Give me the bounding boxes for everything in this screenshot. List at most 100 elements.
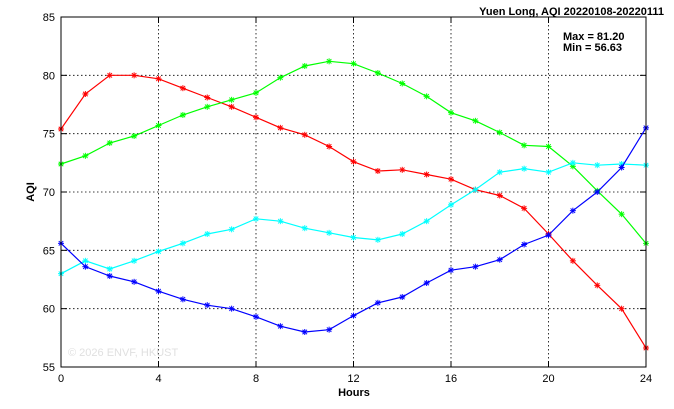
data-point (374, 236, 381, 243)
x-tick-label: 16 (445, 373, 457, 385)
data-point (399, 166, 406, 173)
data-point (350, 158, 357, 165)
data-point (448, 201, 454, 208)
chart-title: Yuen Long, AQI 20220108-20220111 (479, 6, 664, 18)
data-point (301, 329, 308, 335)
data-point (131, 257, 138, 264)
data-point (350, 60, 357, 67)
min-label: Min = 56.63 (563, 42, 622, 54)
tick-labels: 0 4 8 12 16 20 24 55 60 65 70 75 80 85 (43, 12, 652, 385)
data-point (179, 85, 186, 92)
x-tick-label: 8 (253, 373, 259, 385)
data-point (106, 140, 113, 146)
data-point (374, 299, 381, 306)
data-point (204, 103, 211, 110)
data-point (228, 96, 235, 103)
data-point (131, 72, 138, 79)
y-tick-label: 65 (43, 245, 55, 257)
data-point (131, 278, 138, 285)
data-point (448, 109, 454, 116)
data-point (521, 165, 528, 172)
data-point (82, 257, 89, 264)
data-point (82, 152, 89, 159)
data-point (594, 189, 601, 195)
data-point (448, 267, 454, 274)
data-point (569, 257, 576, 264)
data-point (399, 294, 406, 300)
x-tick-label: 12 (347, 373, 359, 385)
x-axis-label: Hours (338, 387, 370, 399)
data-point (326, 229, 333, 236)
data-point (277, 74, 284, 81)
series-3 (58, 159, 649, 277)
data-point (472, 263, 479, 270)
data-point (228, 305, 235, 312)
x-tick-label: 20 (542, 373, 554, 385)
data-point (326, 326, 333, 333)
data-point (472, 117, 479, 124)
x-tick-label: 4 (155, 373, 161, 385)
data-point (545, 169, 552, 176)
plot-frame (60, 16, 647, 368)
data-point (423, 218, 430, 225)
data-point (350, 312, 357, 319)
data-point (106, 266, 113, 272)
data-point (618, 211, 625, 218)
data-point (374, 70, 381, 76)
data-point (155, 288, 162, 295)
data-point (521, 205, 528, 212)
data-point (326, 143, 333, 150)
data-point (301, 225, 308, 232)
axis-ticks (60, 16, 647, 368)
data-point (82, 263, 89, 270)
data-point (204, 94, 211, 101)
data-point (155, 248, 162, 255)
data-point (253, 313, 259, 320)
data-point (350, 234, 357, 241)
data-point (106, 273, 113, 279)
data-point (253, 215, 259, 222)
data-point (179, 112, 186, 118)
data-point (521, 142, 528, 149)
data-point (618, 164, 625, 171)
data-point (155, 75, 162, 82)
data-point (399, 80, 406, 87)
data-point (423, 171, 430, 178)
data-point (545, 143, 552, 150)
y-axis-label: AQI (25, 182, 37, 202)
data-point (594, 282, 601, 289)
data-point (594, 162, 601, 169)
data-point (204, 302, 211, 309)
data-point (253, 114, 259, 121)
data-point (179, 240, 186, 247)
data-point (301, 63, 308, 69)
data-point (569, 207, 576, 214)
data-point (618, 305, 625, 312)
data-point (277, 323, 284, 330)
data-point (301, 131, 308, 138)
data-point (423, 93, 430, 100)
x-tick-label: 24 (640, 373, 652, 385)
data-point (277, 124, 284, 131)
x-tick-label: 0 (58, 373, 64, 385)
data-point (521, 241, 528, 248)
data-point (472, 186, 479, 193)
data-point (496, 129, 503, 136)
data-point (131, 133, 138, 139)
data-point (204, 231, 211, 237)
data-point (545, 232, 552, 239)
data-point (326, 58, 333, 65)
data-point (448, 176, 454, 183)
data-point (399, 231, 406, 237)
data-point (82, 91, 89, 97)
data-point (374, 168, 381, 174)
data-point (106, 72, 113, 79)
data-point (423, 280, 430, 286)
data-point (496, 192, 503, 199)
data-point (496, 169, 503, 176)
max-label: Max = 81.20 (563, 31, 624, 43)
data-point (228, 103, 235, 110)
y-tick-label: 75 (43, 129, 55, 141)
